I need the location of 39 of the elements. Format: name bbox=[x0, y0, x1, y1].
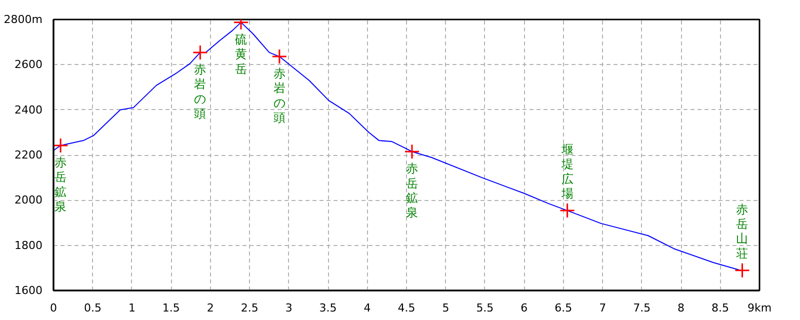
annotation: 赤岩の頭 bbox=[273, 66, 286, 125]
y-tick-label: 2400 bbox=[14, 103, 43, 116]
annotation: 硫黄岳 bbox=[234, 32, 247, 76]
x-tick-label: 9km bbox=[747, 302, 772, 314]
x-tick-label: 4 bbox=[364, 302, 371, 314]
point bbox=[560, 202, 576, 218]
point bbox=[734, 262, 750, 278]
x-tick-label: 3 bbox=[285, 302, 292, 314]
annotation: 赤岳山荘 bbox=[736, 202, 748, 260]
x-tick-label: 0 bbox=[50, 302, 57, 314]
point bbox=[272, 48, 288, 64]
y-tick-label: 2200 bbox=[14, 148, 43, 162]
annotation: 堰堤広場 bbox=[560, 142, 574, 201]
x-tick-label: 4.5 bbox=[398, 302, 416, 314]
x-tick-label: 8.5 bbox=[712, 302, 730, 314]
annotation: 赤岩の頭 bbox=[194, 62, 206, 121]
x-tick-label: 2 bbox=[206, 302, 214, 314]
x-tick-label: 6 bbox=[520, 302, 528, 314]
x-tick-label: 5 bbox=[442, 302, 450, 314]
x-tick-label: 6.5 bbox=[554, 302, 572, 314]
annotation: 赤岳鉱泉 bbox=[54, 156, 67, 214]
point bbox=[404, 144, 420, 160]
x-tick-label: 7 bbox=[599, 302, 606, 314]
x-tick-label: 1 bbox=[128, 302, 136, 314]
x-tick-label: 2.5 bbox=[240, 302, 258, 314]
x-tick-label: 5.5 bbox=[476, 302, 494, 314]
y-tick-label: 1600 bbox=[14, 284, 43, 297]
y-tick-label: 2600 bbox=[14, 58, 43, 72]
x-tick-label: 1.5 bbox=[162, 302, 180, 314]
x-tick-label: 0.5 bbox=[84, 302, 102, 314]
point bbox=[192, 44, 208, 60]
x-tick-label: 7.5 bbox=[633, 302, 651, 314]
x-tick-label: 3.5 bbox=[319, 302, 337, 314]
y-tick-label: 1800 bbox=[14, 238, 43, 252]
x-tick-label: 8 bbox=[678, 302, 685, 314]
y-tick-label: 2800m bbox=[4, 13, 43, 26]
point bbox=[54, 138, 68, 154]
y-tick-label: 2000 bbox=[14, 194, 43, 207]
annotation: 赤岳鉱泉 bbox=[406, 162, 418, 220]
